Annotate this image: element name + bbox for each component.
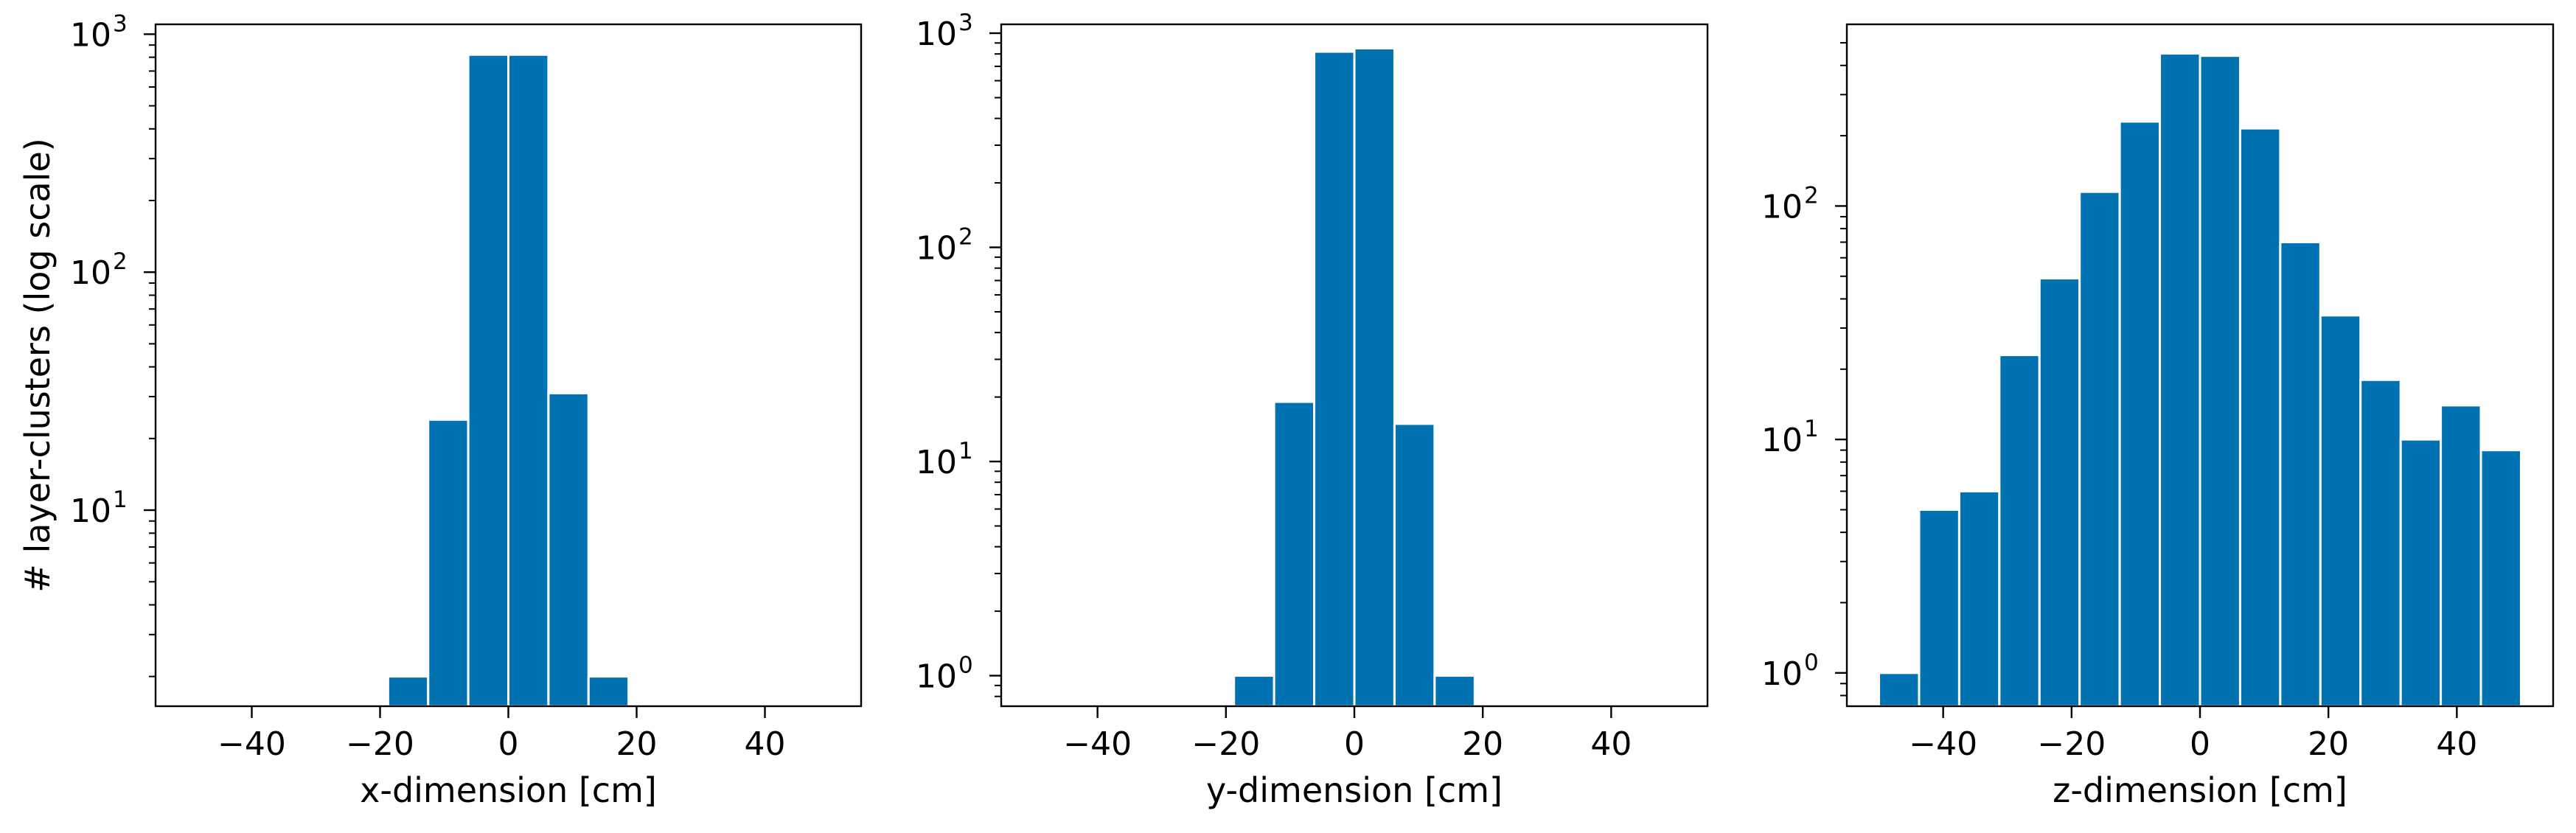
bar xyxy=(2359,378,2402,708)
y-tick-label: 10 xyxy=(70,16,111,54)
x-tick-label: −20 xyxy=(346,725,414,763)
plot-frame xyxy=(1000,23,1709,708)
x-tick-label: −20 xyxy=(1191,725,1260,763)
y-tick-label-exponent: 3 xyxy=(958,10,973,36)
bar xyxy=(507,53,550,708)
bar xyxy=(1957,489,2001,708)
y-tick-label: 10 xyxy=(1761,422,1803,459)
bar xyxy=(2238,127,2282,708)
y-tick-label-exponent: 2 xyxy=(958,224,973,251)
y-tick-label-exponent: 1 xyxy=(113,487,128,513)
x-tick-label: 40 xyxy=(745,725,786,763)
bar xyxy=(587,675,630,708)
x-axis-label: y-dimension [cm] xyxy=(1206,770,1503,810)
y-tick-label: 10 xyxy=(70,254,111,292)
x-tick-label: 0 xyxy=(2190,725,2210,763)
y-axis-label: # layer-clusters (log scale) xyxy=(18,138,58,592)
y-tick-label-exponent: 2 xyxy=(113,248,128,275)
bar xyxy=(2479,449,2522,708)
bar xyxy=(1233,675,1275,708)
bar xyxy=(1433,675,1476,708)
y-tick-label-exponent: 2 xyxy=(1804,182,1819,209)
x-tick-label: −40 xyxy=(1063,725,1132,763)
x-tick-label: 40 xyxy=(1590,725,1632,763)
y-tick-label: 10 xyxy=(916,444,957,481)
x-tick-label: 20 xyxy=(1462,725,1503,763)
bar xyxy=(547,391,590,708)
bar xyxy=(1998,354,2041,708)
y-tick-label: 10 xyxy=(70,492,111,530)
y-tick-label: 10 xyxy=(1761,655,1803,693)
bar xyxy=(386,675,430,708)
bars xyxy=(386,53,630,708)
bar xyxy=(2159,52,2201,708)
x-tick-label: −20 xyxy=(2037,725,2106,763)
bar xyxy=(2118,120,2162,708)
bar xyxy=(2199,55,2241,708)
y-tick-label-exponent: 0 xyxy=(1804,649,1819,676)
plot-frame xyxy=(1845,23,2555,708)
y-tick-label: 10 xyxy=(916,230,957,268)
bar xyxy=(2399,438,2443,708)
bar xyxy=(1393,422,1436,708)
x-axis-label: x-dimension [cm] xyxy=(360,770,657,810)
plot-frame xyxy=(154,23,863,708)
y-tick-label: 10 xyxy=(916,15,957,53)
y-tick-label: 10 xyxy=(1761,188,1803,226)
bar xyxy=(2279,240,2322,708)
x-tick-label: −40 xyxy=(217,725,286,763)
x-tick-label: 20 xyxy=(2308,725,2349,763)
bar xyxy=(427,418,470,708)
x-tick-label: −40 xyxy=(1909,725,1977,763)
x-tick-label: 0 xyxy=(1344,725,1365,763)
bar xyxy=(1878,672,1921,708)
x-axis-label: z-dimension [cm] xyxy=(2053,770,2347,810)
bar xyxy=(1313,50,1356,708)
x-tick-label: 20 xyxy=(616,725,658,763)
bar xyxy=(2440,404,2482,708)
bar xyxy=(2319,314,2362,708)
bar xyxy=(1353,47,1396,708)
y-tick-label-exponent: 3 xyxy=(113,10,128,37)
y-tick-label-exponent: 1 xyxy=(1804,416,1819,442)
bars xyxy=(1233,47,1476,708)
bars xyxy=(1878,52,2522,708)
x-tick-label: 0 xyxy=(498,725,519,763)
y-tick-label-exponent: 1 xyxy=(958,438,973,464)
bar xyxy=(467,53,509,708)
y-tick-label: 10 xyxy=(916,658,957,696)
y-tick-label-exponent: 0 xyxy=(958,652,973,679)
bar xyxy=(1273,400,1316,708)
bar xyxy=(1918,508,1960,708)
bar xyxy=(2038,277,2081,708)
bar xyxy=(2078,190,2121,708)
x-tick-label: 40 xyxy=(2436,725,2477,763)
